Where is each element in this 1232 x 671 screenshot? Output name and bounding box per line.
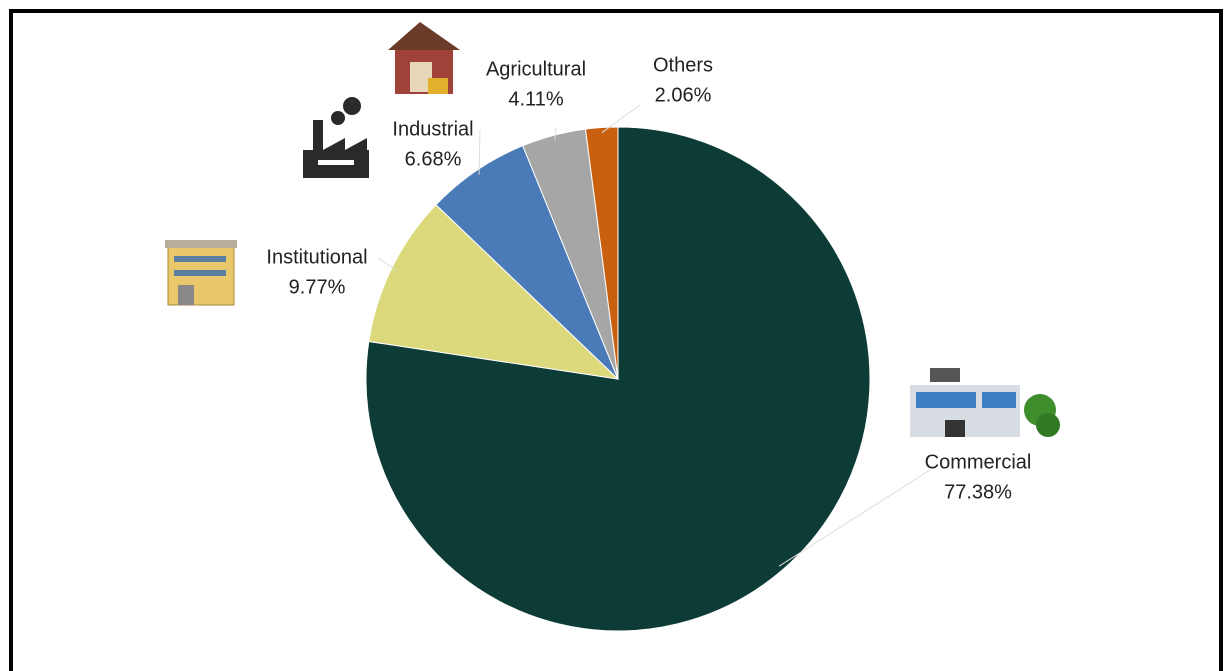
pie-slice [584, 126, 619, 380]
slice-value-label: 4.11% [508, 88, 563, 110]
leader-line [478, 129, 481, 175]
slice-value-label: 6.68% [405, 148, 462, 170]
pie-slice [368, 204, 620, 380]
leader-line [601, 104, 641, 133]
leader-line [377, 257, 397, 271]
slice-label: Agricultural [486, 58, 586, 80]
frame [9, 9, 1223, 671]
institutional-icon [165, 240, 237, 306]
slice-label: Others [653, 54, 713, 76]
slice-label: Institutional [266, 246, 367, 268]
slice-label: Commercial [925, 451, 1032, 473]
leader-line [554, 127, 557, 141]
commercial-icon [910, 368, 1060, 437]
slice-value-label: 2.06% [655, 84, 712, 106]
industrial-icon [303, 97, 369, 178]
slice-label: Industrial [392, 118, 473, 140]
slice-value-label: 9.77% [289, 276, 346, 298]
slice-value-label: 77.38% [944, 481, 1012, 503]
agricultural-icon [388, 22, 460, 94]
leader-line [778, 469, 931, 567]
